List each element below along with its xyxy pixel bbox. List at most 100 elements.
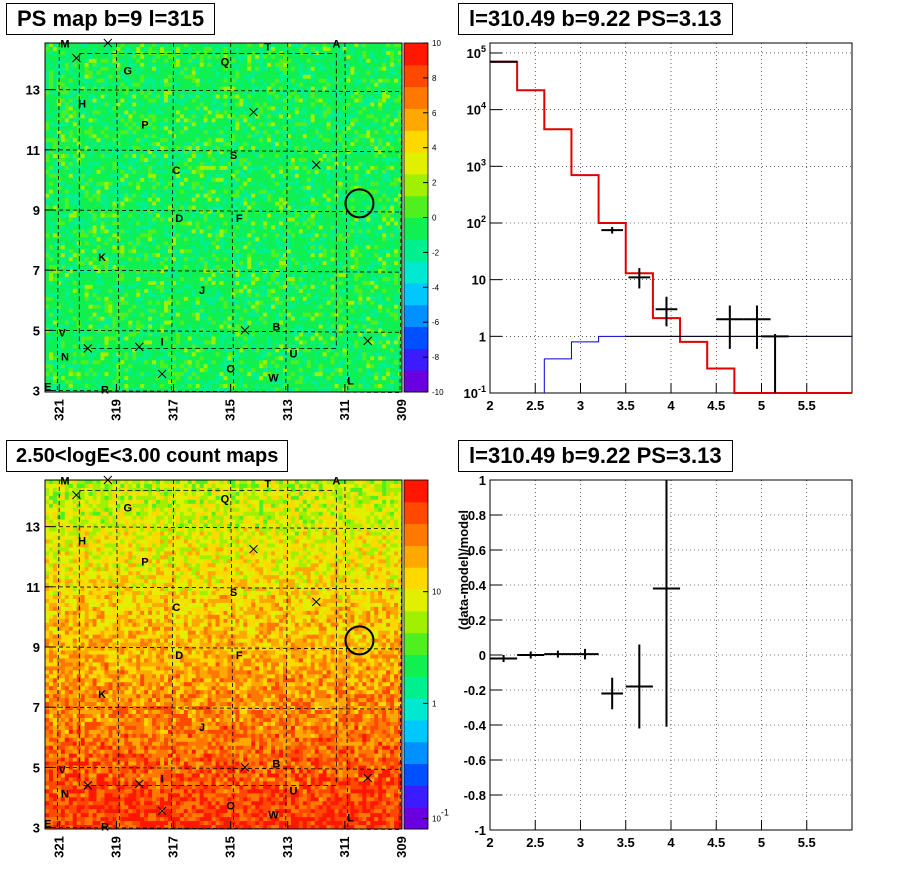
map-cell [171,58,177,64]
map-cell [267,292,272,298]
map-cell [259,90,264,95]
map-cell [72,98,78,103]
map-cell [171,348,177,353]
map-cell [247,237,252,242]
map-cell [56,225,62,230]
map-cell [255,98,260,103]
map-cell [203,336,209,341]
map-cell [136,161,141,167]
map-cell [52,201,58,207]
map-cell [96,154,101,159]
map-cell [267,288,272,294]
map-cell [160,316,165,322]
map-cell [263,257,268,262]
map-cell [140,320,145,325]
map-cell [203,165,209,171]
map-cell [45,169,50,175]
map-cell [136,284,141,290]
map-cell [175,43,181,48]
map-cell [203,384,209,389]
map-cell [140,388,145,393]
map-cell [112,225,117,230]
map-cell [223,320,228,325]
map-cell [116,177,121,183]
map-cell [164,308,169,314]
map-cell [120,134,125,139]
map-cell [108,50,113,56]
map-cell [108,388,113,393]
map-cell [255,146,260,151]
map-cell [247,300,252,306]
map-cell [120,122,125,127]
map-cell [227,46,232,52]
map-cell [231,161,236,167]
map-cell [231,185,236,191]
map-cell [199,43,205,48]
map-cell [243,269,248,274]
map-cell [235,82,240,88]
map-cell [136,150,141,155]
map-cell [191,273,197,278]
map-cell [64,185,70,191]
map-cell [45,122,50,127]
map-cell [247,86,252,91]
map-cell [68,118,74,123]
map-cell [223,376,228,381]
map-cell [171,138,177,143]
map-cell [203,110,209,115]
map-cell [144,58,149,64]
map-cell [175,320,181,325]
map-cell [120,209,125,214]
map-cell [112,126,117,131]
map-cell [195,233,201,238]
map-cell [120,177,125,183]
map-cell [124,193,129,199]
map-cell [251,336,256,341]
map-cell [255,348,260,353]
map-cell [116,225,121,230]
map-cell [88,46,93,52]
map-cell [247,46,252,52]
map-cell [156,106,161,111]
map-cell [120,348,125,353]
map-cell [263,284,268,290]
map-cell [152,380,157,385]
map-cell [187,249,193,254]
map-cell [92,320,97,325]
map-cell [215,273,220,278]
map-cell [96,280,101,286]
map-cell [108,261,113,266]
map-cell [116,114,121,119]
map-cell [52,86,58,91]
map-cell [211,62,216,68]
map-cell [215,320,220,325]
map-cell [48,284,54,290]
map-cell [243,70,248,76]
map-cell [116,50,121,56]
map-cell [96,78,101,84]
map-cell [140,46,145,52]
map-cell [136,237,141,242]
map-cell [112,388,117,393]
map-cell [215,249,220,254]
map-cell [60,74,66,80]
map-cell [175,193,181,199]
map-cell [167,106,173,111]
map-cell [267,276,272,282]
map-cell [124,320,129,325]
map-cell [108,245,113,250]
map-cell [136,122,141,127]
map-cell [223,380,228,385]
map-cell [96,344,101,349]
map-cell [175,364,181,369]
map-cell [96,161,101,167]
map-cell [64,340,70,345]
map-cell [243,90,248,95]
map-cell [48,233,54,238]
map-cell [52,74,58,80]
map-cell [227,62,232,68]
map-cell [96,66,101,72]
map-cell [195,221,201,226]
map-cell [56,348,62,353]
map-cell [247,102,252,107]
